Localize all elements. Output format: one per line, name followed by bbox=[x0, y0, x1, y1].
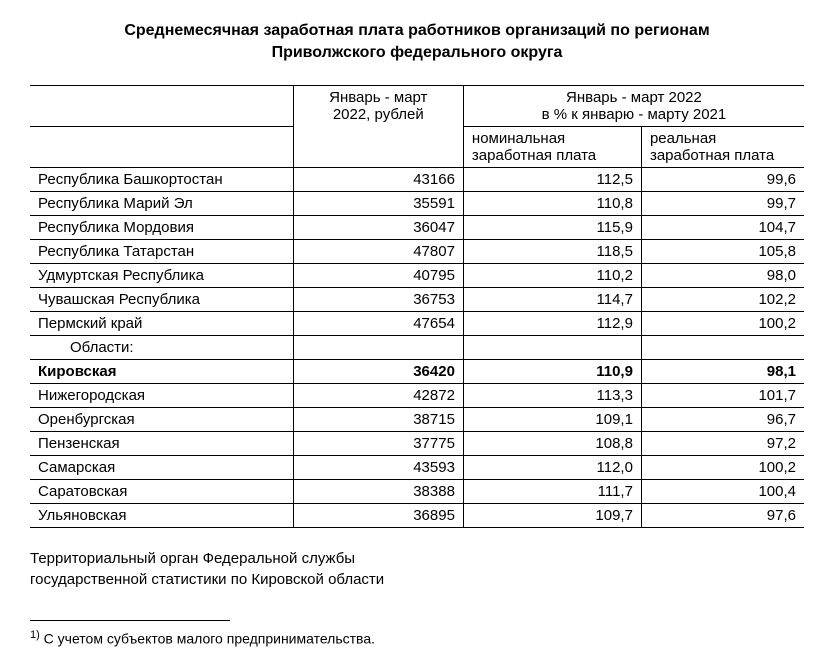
salary-table: Январь - март 2022, рублей Январь - март… bbox=[30, 85, 804, 528]
region-name: Чувашская Республика bbox=[30, 287, 293, 311]
table-row: Чувашская Республика36753114,7102,2 bbox=[30, 287, 804, 311]
cell-v2: 113,3 bbox=[463, 383, 641, 407]
footnote: 1) С учетом субъектов малого предпринима… bbox=[30, 629, 804, 647]
cell-v1: 40795 bbox=[293, 263, 463, 287]
table-row: Ульяновская36895109,797,6 bbox=[30, 503, 804, 527]
cell-v2: 112,0 bbox=[463, 455, 641, 479]
cell-v2: 109,1 bbox=[463, 407, 641, 431]
cell-v1: 36047 bbox=[293, 215, 463, 239]
cell-v3: 100,2 bbox=[641, 455, 804, 479]
cell-v1: 47654 bbox=[293, 311, 463, 335]
cell-v3: 99,7 bbox=[641, 191, 804, 215]
table-row: Пензенская37775108,897,2 bbox=[30, 431, 804, 455]
region-name: Пермский край bbox=[30, 311, 293, 335]
table-row: Оренбургская38715109,196,7 bbox=[30, 407, 804, 431]
cell-v2: 111,7 bbox=[463, 479, 641, 503]
cell-v1: 47807 bbox=[293, 239, 463, 263]
header-empty bbox=[30, 85, 293, 126]
region-name: Удмуртская Республика bbox=[30, 263, 293, 287]
cell-v3: 98,0 bbox=[641, 263, 804, 287]
cell-v1: 36420 bbox=[293, 359, 463, 383]
cell-v3: 100,4 bbox=[641, 479, 804, 503]
cell-v1: 37775 bbox=[293, 431, 463, 455]
cell-v1: 38388 bbox=[293, 479, 463, 503]
region-name: Республика Мордовия bbox=[30, 215, 293, 239]
cell-v2: 114,7 bbox=[463, 287, 641, 311]
region-name: Республика Марий Эл bbox=[30, 191, 293, 215]
title-line-2: Приволжского федерального округа bbox=[272, 44, 563, 61]
header-sub1: номинальная заработная плата bbox=[463, 126, 641, 167]
region-name: Оренбургская bbox=[30, 407, 293, 431]
cell-v1: 43166 bbox=[293, 167, 463, 191]
footnote-marker: 1) bbox=[30, 629, 40, 641]
header-empty2 bbox=[30, 126, 293, 167]
region-name: Самарская bbox=[30, 455, 293, 479]
footnote-text: С учетом субъектов малого предпринимател… bbox=[40, 630, 375, 646]
cell-v2: 108,8 bbox=[463, 431, 641, 455]
cell-v1: 35591 bbox=[293, 191, 463, 215]
title-line-1: Среднемесячная заработная плата работник… bbox=[124, 22, 709, 39]
cell-v2: 112,9 bbox=[463, 311, 641, 335]
region-name: Республика Татарстан bbox=[30, 239, 293, 263]
table-row: Пермский край47654112,9100,2 bbox=[30, 311, 804, 335]
section-label: Области: bbox=[30, 335, 293, 359]
cell-v2: 112,5 bbox=[463, 167, 641, 191]
page-title: Среднемесячная заработная плата работник… bbox=[30, 20, 804, 65]
cell-v3: 105,8 bbox=[641, 239, 804, 263]
header-sub2: реальная заработная плата bbox=[641, 126, 804, 167]
table-row: Нижегородская42872113,3101,7 bbox=[30, 383, 804, 407]
cell-v2: 110,9 bbox=[463, 359, 641, 383]
header-col1: Январь - март 2022, рублей bbox=[293, 85, 463, 167]
cell-v3: 96,7 bbox=[641, 407, 804, 431]
table-row: Республика Башкортостан43166112,599,6 bbox=[30, 167, 804, 191]
table-row: Саратовская38388111,7100,4 bbox=[30, 479, 804, 503]
table-row-bold: Кировская 36420 110,9 98,1 bbox=[30, 359, 804, 383]
cell-v3: 101,7 bbox=[641, 383, 804, 407]
table-row: Республика Марий Эл35591110,899,7 bbox=[30, 191, 804, 215]
table-row: Республика Мордовия36047115,9104,7 bbox=[30, 215, 804, 239]
cell-v1: 36895 bbox=[293, 503, 463, 527]
cell-v2: 109,7 bbox=[463, 503, 641, 527]
cell-v1: 36753 bbox=[293, 287, 463, 311]
cell-v3: 98,1 bbox=[641, 359, 804, 383]
cell-v3: 102,2 bbox=[641, 287, 804, 311]
cell-v2: 115,9 bbox=[463, 215, 641, 239]
section-row: Области: bbox=[30, 335, 804, 359]
region-name: Саратовская bbox=[30, 479, 293, 503]
region-name: Пензенская bbox=[30, 431, 293, 455]
table-row: Республика Татарстан47807118,5105,8 bbox=[30, 239, 804, 263]
cell-v2: 110,2 bbox=[463, 263, 641, 287]
footnote-separator bbox=[30, 620, 230, 621]
cell-v1: 43593 bbox=[293, 455, 463, 479]
region-name: Республика Башкортостан bbox=[30, 167, 293, 191]
cell-v1: 42872 bbox=[293, 383, 463, 407]
region-name: Ульяновская bbox=[30, 503, 293, 527]
cell-v2: 110,8 bbox=[463, 191, 641, 215]
table-row: Самарская43593112,0100,2 bbox=[30, 455, 804, 479]
cell-v2: 118,5 bbox=[463, 239, 641, 263]
cell-v3: 97,6 bbox=[641, 503, 804, 527]
cell-v3: 100,2 bbox=[641, 311, 804, 335]
region-name: Кировская bbox=[30, 359, 293, 383]
table-row: Удмуртская Республика40795110,298,0 bbox=[30, 263, 804, 287]
region-name: Нижегородская bbox=[30, 383, 293, 407]
cell-v3: 97,2 bbox=[641, 431, 804, 455]
source-text: Территориальный орган Федеральной службы… bbox=[30, 548, 804, 590]
cell-v1: 38715 bbox=[293, 407, 463, 431]
cell-v3: 104,7 bbox=[641, 215, 804, 239]
header-group: Январь - март 2022 в % к январю - марту … bbox=[463, 85, 804, 126]
cell-v3: 99,6 bbox=[641, 167, 804, 191]
